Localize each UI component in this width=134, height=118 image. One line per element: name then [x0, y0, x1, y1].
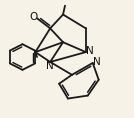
Text: N: N: [86, 46, 94, 56]
Text: N: N: [46, 61, 54, 71]
Text: O: O: [29, 12, 38, 22]
Text: N: N: [93, 57, 101, 67]
